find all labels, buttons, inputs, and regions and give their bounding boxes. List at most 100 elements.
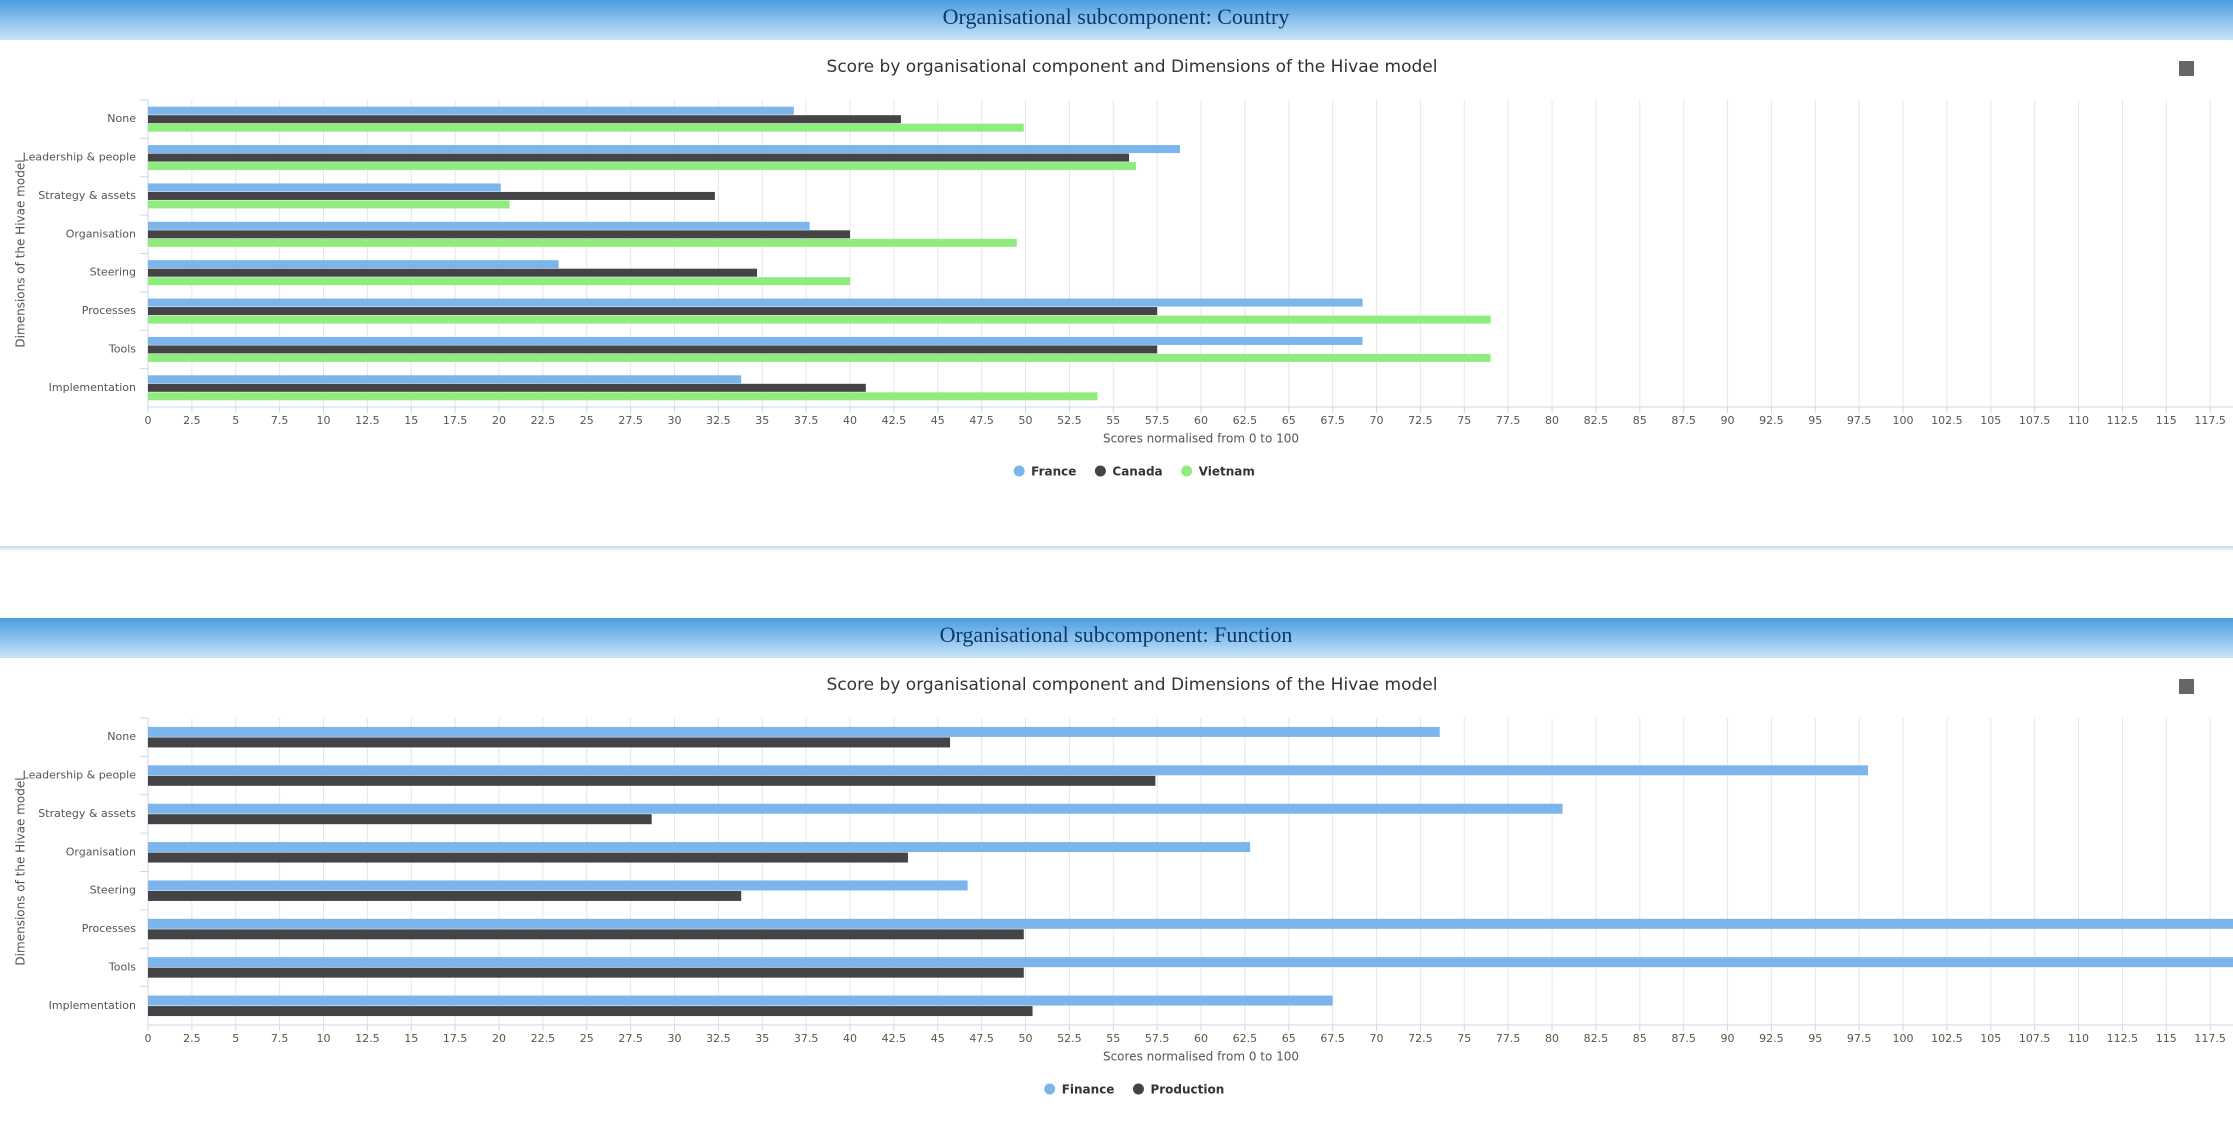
bar (148, 298, 1363, 307)
bar (148, 115, 901, 124)
legend-label: Production (1150, 1083, 1224, 1097)
x-tick-label: 52.5 (1057, 414, 1082, 427)
y-tick-label: Implementation (49, 381, 136, 394)
x-tick-label: 105 (1980, 1032, 2001, 1045)
x-tick-label: 102.5 (1931, 1032, 1963, 1045)
y-tick-label: Processes (82, 304, 136, 317)
bar (148, 726, 1440, 737)
bar (148, 995, 1333, 1006)
x-tick-label: 90 (1721, 414, 1735, 427)
x-tick-label: 115 (2156, 414, 2177, 427)
bar (148, 929, 1024, 940)
x-tick-label: 50 (1019, 1032, 1033, 1045)
bar (148, 106, 794, 115)
x-tick-label: 95 (1808, 1032, 1822, 1045)
x-tick-label: 95 (1808, 414, 1822, 427)
bar (148, 890, 742, 901)
x-tick-label: 80 (1545, 414, 1559, 427)
x-tick-label: 100 (1893, 414, 1914, 427)
chart-title: Score by organisational component and Di… (827, 57, 1438, 77)
x-tick-label: 27.5 (618, 414, 643, 427)
bar (148, 880, 968, 891)
y-tick-label: Tools (108, 342, 136, 355)
legend-label: Finance (1062, 1083, 1115, 1097)
x-tick-label: 7.5 (271, 1032, 289, 1045)
x-tick-label: 15 (404, 414, 418, 427)
x-tick-label: 67.5 (1320, 1032, 1345, 1045)
x-tick-label: 52.5 (1057, 1032, 1082, 1045)
x-tick-label: 37.5 (794, 1032, 819, 1045)
x-tick-label: 47.5 (969, 1032, 994, 1045)
x-tick-label: 105 (1980, 414, 2001, 427)
x-tick-label: 17.5 (443, 1032, 468, 1045)
x-tick-label: 77.5 (1496, 1032, 1521, 1045)
bar (148, 392, 1098, 401)
bar (148, 803, 1563, 814)
panel-header-title: Organisational subcomponent: Function (940, 622, 1293, 647)
x-tick-label: 65 (1282, 414, 1296, 427)
bar (148, 345, 1158, 354)
y-tick-label: Tools (108, 960, 136, 973)
bar (148, 775, 1156, 786)
bar (148, 123, 1024, 132)
x-tick-label: 47.5 (969, 414, 994, 427)
x-tick-label: 22.5 (531, 1032, 556, 1045)
bar (148, 814, 652, 825)
bar (148, 260, 559, 269)
legend-item: Canada (1094, 465, 1163, 479)
x-tick-label: 57.5 (1145, 1032, 1170, 1045)
x-tick-label: 7.5 (271, 414, 289, 427)
legend-label: Vietnam (1199, 465, 1255, 479)
y-tick-label: None (107, 730, 136, 743)
bar (148, 375, 742, 384)
panel-shadow (0, 546, 2233, 552)
bar (148, 852, 908, 863)
legend-marker (1094, 465, 1106, 477)
bar (148, 277, 851, 286)
x-tick-label: 10 (317, 1032, 331, 1045)
x-tick-label: 112.5 (2107, 1032, 2139, 1045)
panel-header-title: Organisational subcomponent: Country (943, 4, 1290, 29)
y-tick-label: None (107, 112, 136, 125)
x-tick-label: 42.5 (882, 414, 907, 427)
bar (148, 191, 715, 200)
y-tick-label: Organisation (66, 845, 136, 858)
bar (148, 183, 501, 192)
menu-button (2179, 61, 2194, 76)
x-tick-label: 2.5 (183, 1032, 201, 1045)
legend-marker (1044, 1083, 1056, 1095)
legend-item: Finance (1044, 1083, 1114, 1097)
y-axis-title: Dimensions of the Hivae model (14, 159, 28, 347)
x-tick-label: 117.5 (2194, 1032, 2226, 1045)
x-tick-label: 87.5 (1671, 414, 1696, 427)
legend-item: Production (1132, 1083, 1224, 1097)
x-tick-label: 90 (1721, 1032, 1735, 1045)
bar (148, 315, 1491, 324)
x-tick-label: 82.5 (1584, 414, 1609, 427)
x-tick-label: 62.5 (1233, 1032, 1258, 1045)
panel-header (0, 618, 2233, 658)
x-tick-label: 107.5 (2019, 1032, 2051, 1045)
x-tick-label: 67.5 (1320, 414, 1345, 427)
x-tick-label: 102.5 (1931, 414, 1963, 427)
y-tick-label: Leadership & people (23, 151, 137, 164)
y-tick-label: Strategy & assets (38, 807, 136, 820)
x-tick-label: 20 (492, 414, 506, 427)
bar (148, 230, 851, 239)
x-tick-label: 20 (492, 1032, 506, 1045)
x-tick-label: 35 (755, 1032, 769, 1045)
x-tick-label: 30 (668, 414, 682, 427)
bar (148, 268, 758, 277)
x-tick-label: 50 (1019, 414, 1033, 427)
x-tick-label: 27.5 (618, 1032, 643, 1045)
x-tick-label: 30 (668, 1032, 682, 1045)
legend-label: Canada (1112, 465, 1162, 479)
x-tick-label: 22.5 (531, 414, 556, 427)
y-tick-label: Steering (90, 884, 136, 897)
bar (148, 918, 2233, 929)
x-tick-label: 42.5 (882, 1032, 907, 1045)
x-tick-label: 85 (1633, 1032, 1647, 1045)
x-tick-label: 112.5 (2107, 414, 2139, 427)
x-tick-label: 12.5 (355, 414, 380, 427)
x-tick-label: 0 (145, 1032, 152, 1045)
